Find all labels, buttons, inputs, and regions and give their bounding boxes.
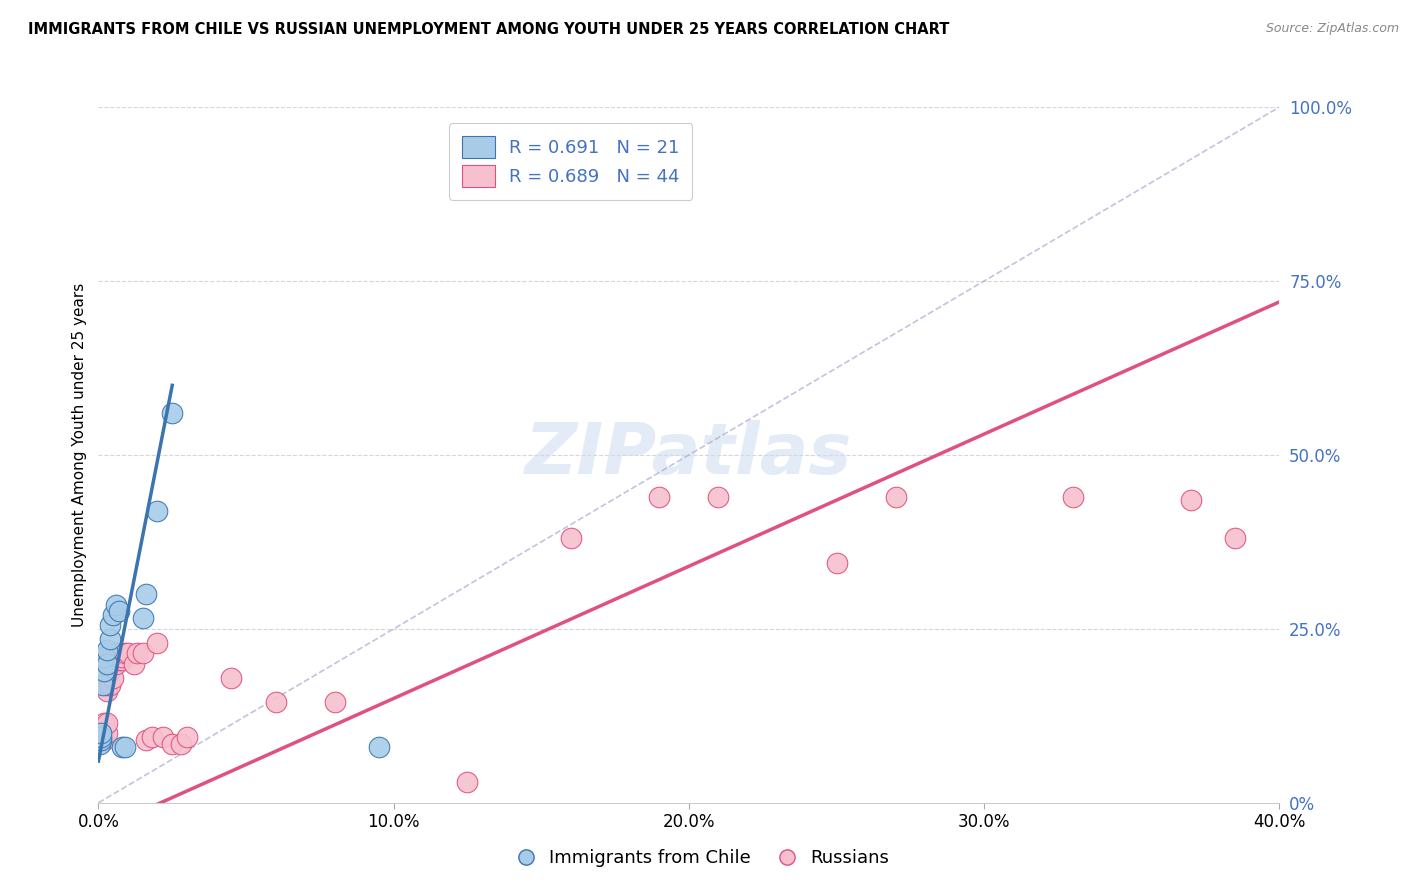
Immigrants from Chile bbox=[90, 726, 112, 740]
Russians bbox=[264, 695, 287, 709]
Immigrants from Chile bbox=[368, 740, 391, 755]
Russians bbox=[98, 677, 121, 691]
Y-axis label: Unemployment Among Youth under 25 years: Unemployment Among Youth under 25 years bbox=[72, 283, 87, 627]
Russians bbox=[456, 775, 478, 789]
Russians bbox=[884, 490, 907, 504]
Immigrants from Chile bbox=[114, 740, 136, 755]
Immigrants from Chile bbox=[105, 598, 128, 612]
Immigrants from Chile bbox=[90, 733, 112, 747]
Russians bbox=[219, 671, 242, 685]
Russians bbox=[98, 664, 121, 678]
Russians bbox=[122, 657, 145, 671]
Russians bbox=[105, 657, 128, 671]
Russians bbox=[93, 715, 115, 730]
Russians bbox=[96, 684, 118, 698]
Russians bbox=[90, 730, 112, 744]
Russians bbox=[108, 653, 131, 667]
Russians bbox=[141, 730, 163, 744]
Russians bbox=[105, 646, 128, 660]
Russians bbox=[103, 671, 125, 685]
Immigrants from Chile bbox=[90, 730, 112, 744]
Russians bbox=[170, 737, 193, 751]
Russians bbox=[111, 653, 134, 667]
Russians bbox=[93, 726, 115, 740]
Russians bbox=[93, 733, 115, 747]
Russians bbox=[96, 677, 118, 691]
Russians bbox=[111, 649, 134, 664]
Russians bbox=[825, 556, 848, 570]
Russians bbox=[162, 737, 183, 751]
Legend: R = 0.691   N = 21, R = 0.689   N = 44: R = 0.691 N = 21, R = 0.689 N = 44 bbox=[450, 123, 692, 200]
Russians bbox=[152, 730, 174, 744]
Russians bbox=[176, 730, 198, 744]
Russians bbox=[117, 646, 139, 660]
Russians bbox=[89, 733, 111, 747]
Text: ZIPatlas: ZIPatlas bbox=[526, 420, 852, 490]
Immigrants from Chile bbox=[98, 632, 121, 647]
Immigrants from Chile bbox=[135, 587, 157, 601]
Russians bbox=[1062, 490, 1084, 504]
Immigrants from Chile bbox=[96, 657, 118, 671]
Immigrants from Chile bbox=[162, 406, 183, 420]
Immigrants from Chile bbox=[93, 649, 115, 664]
Russians bbox=[96, 726, 118, 740]
Immigrants from Chile bbox=[91, 677, 114, 691]
Russians bbox=[1223, 532, 1246, 546]
Immigrants from Chile bbox=[108, 605, 131, 619]
Russians bbox=[132, 646, 155, 660]
Legend: Immigrants from Chile, Russians: Immigrants from Chile, Russians bbox=[509, 842, 897, 874]
Text: Source: ZipAtlas.com: Source: ZipAtlas.com bbox=[1265, 22, 1399, 36]
Immigrants from Chile bbox=[89, 737, 111, 751]
Immigrants from Chile bbox=[98, 618, 121, 632]
Immigrants from Chile bbox=[96, 642, 118, 657]
Immigrants from Chile bbox=[146, 503, 169, 517]
Russians bbox=[135, 733, 157, 747]
Russians bbox=[146, 636, 169, 650]
Russians bbox=[323, 695, 346, 709]
Russians bbox=[103, 657, 125, 671]
Immigrants from Chile bbox=[103, 607, 125, 622]
Immigrants from Chile bbox=[132, 611, 155, 625]
Russians bbox=[125, 646, 148, 660]
Russians bbox=[96, 715, 118, 730]
Russians bbox=[648, 490, 671, 504]
Immigrants from Chile bbox=[111, 740, 134, 755]
Russians bbox=[560, 532, 582, 546]
Russians bbox=[114, 646, 136, 660]
Text: IMMIGRANTS FROM CHILE VS RUSSIAN UNEMPLOYMENT AMONG YOUTH UNDER 25 YEARS CORRELA: IMMIGRANTS FROM CHILE VS RUSSIAN UNEMPLO… bbox=[28, 22, 949, 37]
Russians bbox=[91, 730, 114, 744]
Russians bbox=[707, 490, 730, 504]
Russians bbox=[1180, 493, 1202, 508]
Immigrants from Chile bbox=[93, 664, 115, 678]
Russians bbox=[90, 726, 112, 740]
